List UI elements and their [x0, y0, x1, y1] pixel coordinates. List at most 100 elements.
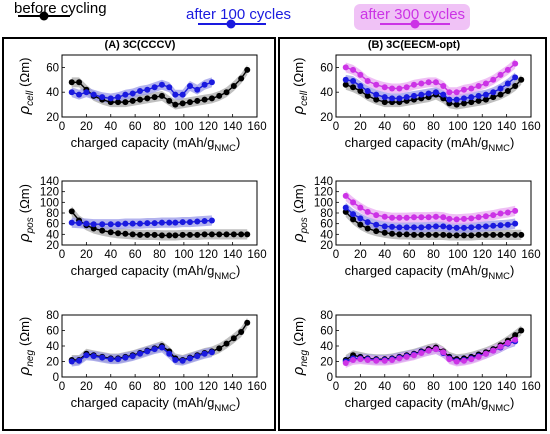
data-point-magenta — [432, 346, 439, 353]
data-point-blue — [475, 92, 482, 99]
data-point-blue — [425, 223, 432, 230]
x-tick-label: 20 — [354, 249, 367, 261]
data-point-black — [68, 79, 75, 86]
y-tick-label: 120 — [314, 187, 333, 199]
data-point-blue — [350, 211, 357, 218]
data-point-blue — [446, 224, 453, 231]
data-point-blue — [166, 219, 173, 226]
x-axis-label: charged capacity (mAh/gNMC) — [71, 395, 241, 414]
data-point-black — [518, 231, 525, 238]
data-point-blue — [144, 348, 151, 355]
data-point-blue — [68, 89, 75, 96]
y-tick-label: 80 — [320, 310, 333, 322]
data-point-black — [357, 221, 364, 228]
data-point-blue — [482, 223, 489, 230]
data-point-black — [230, 83, 237, 89]
data-point-blue — [76, 91, 83, 98]
data-point-blue — [403, 94, 410, 101]
data-point-black — [342, 208, 349, 215]
data-point-black — [468, 99, 475, 106]
data-point-blue — [107, 221, 114, 228]
data-point-magenta — [446, 215, 453, 222]
data-point-blue — [357, 83, 364, 89]
x-axis-label: charged capacity (mAh/gNMC) — [345, 135, 515, 154]
data-point-magenta — [497, 343, 504, 350]
data-point-blue — [373, 91, 380, 98]
y-tick-label: 60 — [46, 62, 59, 74]
data-point-magenta — [350, 199, 357, 206]
data-point-magenta — [475, 83, 482, 89]
y-tick-label: 40 — [320, 87, 333, 99]
data-point-blue — [115, 94, 122, 101]
data-point-magenta — [389, 214, 396, 221]
data-point-blue — [350, 78, 357, 85]
data-point-blue — [122, 354, 129, 361]
y-tick-label: 20 — [320, 240, 333, 252]
data-point-black — [194, 97, 201, 104]
x-tick-label: 40 — [378, 381, 391, 393]
data-point-blue — [364, 87, 371, 94]
data-point-blue — [144, 220, 151, 227]
x-tick-label: 40 — [104, 249, 117, 261]
data-point-magenta — [425, 214, 432, 221]
data-point-blue — [158, 344, 165, 351]
panel-a-frame — [2, 37, 276, 431]
data-point-magenta — [446, 89, 453, 96]
data-point-black — [518, 327, 525, 334]
data-point-blue — [460, 224, 467, 231]
data-point-blue — [83, 89, 90, 96]
y-tick-label: 80 — [46, 310, 59, 322]
data-point-magenta — [440, 83, 447, 89]
x-tick-label: 60 — [129, 121, 142, 133]
data-point-black — [179, 231, 186, 238]
data-point-magenta — [357, 204, 364, 211]
y-tick-label: 40 — [46, 341, 59, 353]
data-point-magenta — [482, 350, 489, 357]
data-point-magenta — [425, 79, 432, 86]
data-point-blue — [137, 87, 143, 94]
x-tick-label: 60 — [129, 381, 142, 393]
data-point-magenta — [504, 209, 511, 216]
data-point-black — [68, 208, 75, 215]
data-point-magenta — [357, 356, 364, 363]
data-point-magenta — [396, 214, 403, 221]
data-point-blue — [373, 221, 380, 228]
data-point-magenta — [418, 80, 425, 87]
y-tick-label: 40 — [320, 341, 333, 353]
data-point-blue — [504, 221, 511, 228]
data-point-blue — [179, 91, 186, 98]
data-point-blue — [411, 92, 417, 99]
data-point-magenta — [364, 356, 371, 363]
y-tick-label: 140 — [40, 176, 59, 188]
data-point-blue — [151, 84, 158, 91]
data-point-black — [512, 83, 519, 89]
data-point-black — [504, 231, 511, 238]
data-point-blue — [115, 356, 122, 363]
data-point-magenta — [453, 89, 460, 96]
data-point-blue — [194, 218, 201, 225]
data-point-black — [137, 96, 143, 103]
data-point-magenta — [440, 349, 447, 356]
data-point-magenta — [468, 356, 475, 363]
data-point-blue — [76, 357, 83, 364]
data-point-black — [373, 228, 380, 235]
data-point-black — [158, 232, 165, 239]
x-tick-label: 160 — [247, 121, 266, 133]
data-point-blue — [418, 224, 425, 231]
y-axis-label: ρpos(Ωm) — [16, 184, 36, 243]
x-tick-label: 60 — [403, 249, 416, 261]
data-point-blue — [83, 352, 90, 359]
data-point-blue — [186, 219, 193, 226]
data-point-magenta — [468, 85, 475, 92]
data-point-black — [144, 95, 151, 102]
data-point-blue — [129, 353, 136, 360]
data-point-magenta — [460, 357, 467, 364]
data-point-magenta — [504, 66, 511, 73]
data-point-blue — [179, 357, 186, 364]
x-tick-label: 160 — [247, 249, 266, 261]
data-point-blue — [90, 221, 97, 228]
data-point-blue — [186, 83, 193, 89]
x-tick-label: 40 — [378, 249, 391, 261]
